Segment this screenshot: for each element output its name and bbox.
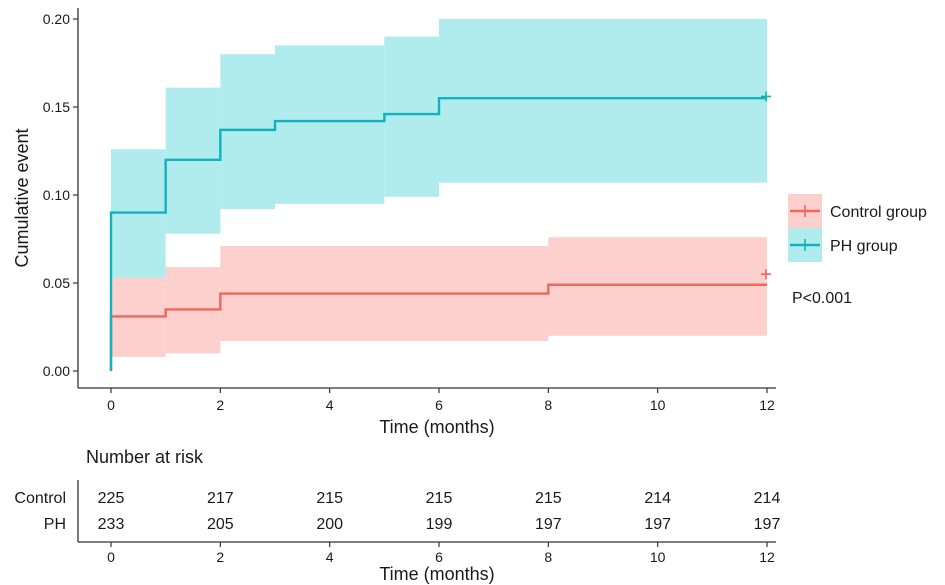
risk-table: Control 225 217 215 215 215 214 214 PH 233 205 200 1…: [14, 480, 781, 543]
risk-cell: 214: [754, 490, 781, 507]
ph-group-censor-mark: [761, 91, 771, 102]
p-value-annotation: P<0.001: [792, 290, 852, 307]
x-axis-title: Time (months): [379, 417, 494, 437]
risk-table-title: Number at risk: [86, 447, 204, 467]
risk-x-tick-label: 6: [435, 549, 443, 565]
risk-x-tick-label: 2: [216, 549, 224, 565]
x-tick-label: 10: [650, 397, 666, 413]
x-tick-label: 2: [216, 397, 224, 413]
x-tick-label: 8: [544, 397, 552, 413]
y-tick-label: 0.15: [43, 99, 70, 115]
risk-x-tick-label: 4: [326, 549, 334, 565]
control-group-ci-band-3: [548, 237, 767, 336]
risk-cell: 214: [644, 490, 671, 507]
main-axes: [77, 8, 776, 389]
risk-cell: 225: [98, 490, 125, 507]
legend: Control group PH group: [788, 194, 927, 262]
risk-row-label-ph: PH: [44, 516, 66, 533]
risk-cell: 199: [426, 516, 453, 533]
x-tick-label: 4: [326, 397, 334, 413]
x-tick-label: 0: [107, 397, 115, 413]
risk-cell: 233: [98, 516, 125, 533]
x-tick-label: 12: [759, 397, 775, 413]
ph-group-ci-band-5: [439, 19, 767, 183]
x-ticks: 0 2 4 6 8 10 12: [107, 388, 775, 413]
y-tick-label: 0.10: [43, 187, 70, 203]
risk-cell: 217: [207, 490, 234, 507]
risk-x-axis-title: Time (months): [379, 564, 494, 584]
y-axis-title: Cumulative event: [12, 128, 32, 267]
x-tick-label: 6: [435, 397, 443, 413]
control-group-legend-label: Control group: [830, 204, 927, 221]
risk-x-tick-label: 0: [107, 549, 115, 565]
risk-x-tick-label: 8: [544, 549, 552, 565]
risk-x-ticks: 0 2 4 6 8 10 12: [107, 542, 775, 565]
confidence-bands: [111, 19, 767, 357]
risk-cell: 215: [535, 490, 562, 507]
risk-cell: 197: [535, 516, 562, 533]
ph-group-step-line: [109, 97, 767, 371]
risk-cell: 215: [426, 490, 453, 507]
y-tick-label: 0.00: [43, 363, 70, 379]
risk-cell: 215: [316, 490, 343, 507]
ph-group-ci-band-3: [275, 45, 385, 204]
risk-cell: 197: [754, 516, 781, 533]
risk-cell: 197: [644, 516, 671, 533]
ph-group-ci-band-2: [220, 54, 275, 210]
risk-row-label-control: Control: [14, 490, 66, 507]
y-tick-label: 0.20: [43, 11, 70, 27]
step-curves: [109, 91, 771, 371]
ph-group-legend-label: PH group: [830, 238, 898, 255]
risk-x-tick-label: 12: [759, 549, 775, 565]
control-group-step-line: [109, 283, 767, 371]
risk-x-tick-label: 10: [650, 549, 666, 565]
y-ticks: 0.00 0.05 0.10 0.15 0.20: [43, 11, 78, 379]
risk-cell: 200: [316, 516, 343, 533]
y-tick-label: 0.05: [43, 275, 70, 291]
ph-group-ci-band-4: [384, 36, 439, 197]
control-group-censor-mark: [761, 269, 771, 280]
risk-cell: 205: [207, 516, 234, 533]
